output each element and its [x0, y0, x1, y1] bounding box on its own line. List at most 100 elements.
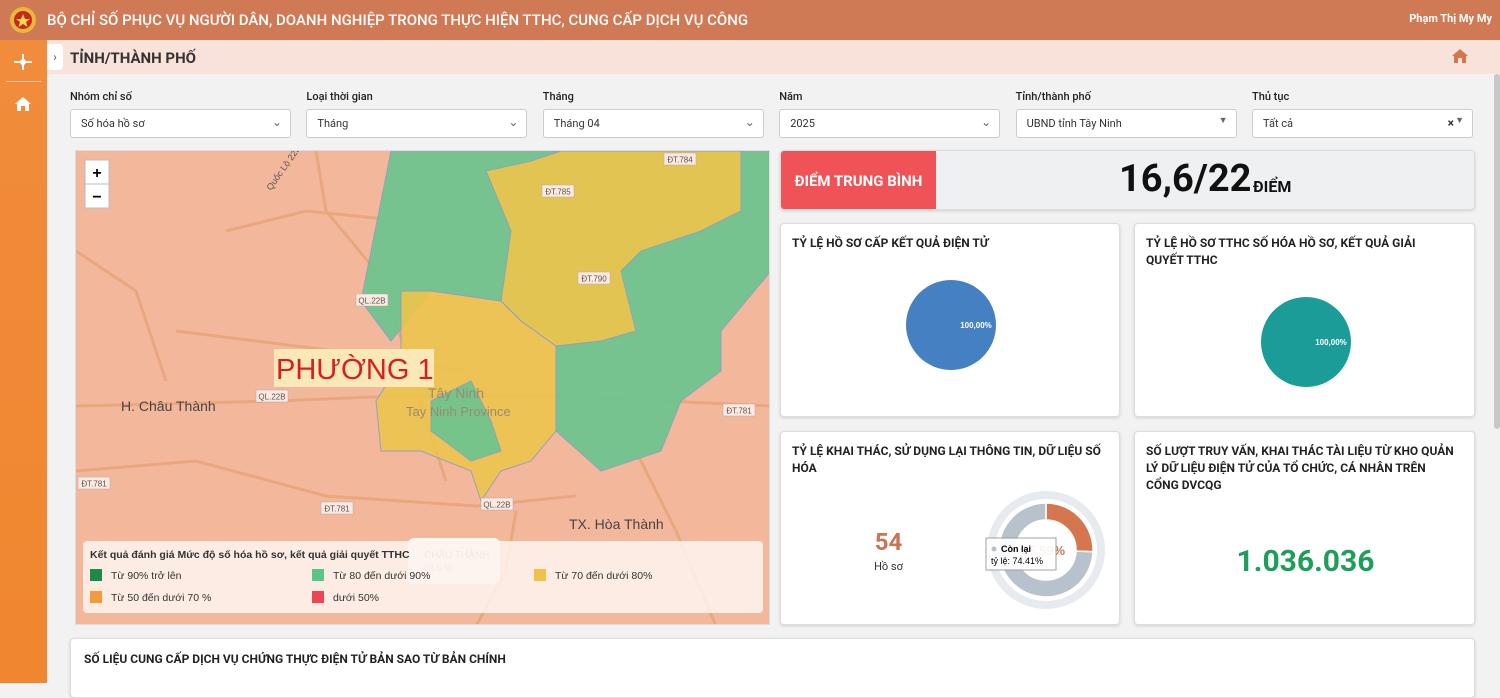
score-unit: ĐIỂM — [1253, 177, 1292, 196]
road-label: ĐT.784 — [667, 156, 693, 165]
legend-swatch — [534, 569, 546, 581]
caret: ⌄ — [508, 115, 519, 129]
road-badge — [663, 152, 697, 166]
clear[interactable]: × — [1447, 116, 1454, 130]
card-title: TỶ LỆ KHAI THÁC, SỬ DỤNG LẠI THÔNG TIN, … — [792, 444, 1101, 475]
road-badge — [577, 271, 611, 285]
road — [76, 249, 168, 382]
place-label: H. Châu Thành — [121, 398, 216, 414]
scrollbar[interactable] — [1494, 74, 1500, 429]
legend-label: Từ 50 đến dưới 70 % — [111, 592, 211, 604]
road-badge — [77, 476, 111, 490]
pie-slice — [1261, 297, 1351, 387]
emblem — [10, 7, 36, 33]
select-value: 2025 — [790, 117, 815, 130]
zoom-label: + — [92, 165, 101, 182]
card: TỶ LỆ KHAI THÁC, SỬ DỤNG LẠI THÔNG TIN, … — [780, 431, 1120, 625]
filter-label: Nhóm chỉ số — [70, 90, 132, 103]
road-label: ĐT.790 — [581, 275, 607, 284]
card-title: SỐ LƯỢT TRUY VẤN, KHAI THÁC TÀI LIỆU TỪ … — [1146, 444, 1454, 492]
score-card: ĐIỂM TRUNG BÌNH 16,6/22 ĐIỂM — [780, 150, 1475, 210]
select[interactable]: Tất cả ▼ × — [1252, 109, 1473, 138]
pie-slice — [906, 280, 996, 370]
zoom-label: − — [92, 189, 101, 206]
section: SỐ LIỆU CUNG CẤP DỊCH VỤ CHỨNG THỰC ĐIỆN… — [70, 638, 1475, 698]
legend-swatch — [312, 591, 324, 603]
zoom-button[interactable] — [84, 183, 110, 209]
caret: ⌄ — [271, 115, 282, 129]
tooltip-name: Còn lại — [1001, 544, 1031, 554]
menu-icon[interactable] — [12, 52, 34, 72]
caret: ▼ — [1218, 116, 1228, 126]
select[interactable]: Tháng 04 ⌄ — [542, 109, 764, 138]
legend-label: Từ 80 đến dưới 90% — [333, 570, 430, 582]
road-badge — [480, 497, 514, 511]
big-number: 1.036.036 — [1236, 544, 1375, 579]
pie: 100,00% — [1261, 297, 1351, 387]
select-value: Tất cả — [1263, 117, 1294, 130]
map: QL.22B ĐT.781 ĐT.781 ĐT.781 QL.22B QL.22B ĐT.7… — [75, 150, 770, 625]
select[interactable]: Số hóa hồ sơ ⌄ — [70, 109, 291, 138]
card-title: TỶ LỆ HỒ SƠ TTHC SỐ HÓA HỒ SƠ, KẾT QUẢ G… — [1146, 236, 1416, 267]
caret: ⌄ — [981, 115, 992, 129]
collapse-toggle[interactable]: › — [47, 44, 63, 70]
region — [430, 380, 502, 462]
road — [225, 209, 407, 233]
legend-label: dưới 50% — [333, 592, 379, 604]
road-label: QL.22B — [258, 393, 285, 402]
road-badge — [255, 389, 289, 403]
sidebar — [0, 40, 47, 683]
user-name[interactable]: Phạm Thị My My — [1409, 12, 1492, 25]
place-label: Tây Ninh — [428, 385, 484, 401]
breadcrumb: TỈNH/THÀNH PHỐ — [70, 49, 197, 67]
filter-label: Thủ tục — [1252, 90, 1290, 103]
highlight-label: PHƯỜNG 1 — [276, 353, 434, 386]
select[interactable]: Tháng ⌄ — [306, 109, 528, 138]
road-label: ĐT.785 — [545, 188, 571, 197]
select-value: UBND tỉnh Tây Ninh — [1026, 117, 1122, 130]
legend-swatch — [90, 591, 102, 603]
legend-swatch — [312, 569, 324, 581]
place-label: TX. Hòa Thành — [569, 516, 664, 532]
road-label: ĐT.781 — [81, 480, 107, 489]
divider — [6, 81, 41, 82]
road-badge — [320, 501, 354, 515]
score-label: ĐIỂM TRUNG BÌNH — [781, 151, 936, 209]
count: 54 — [874, 528, 903, 556]
pie: 100,00% — [906, 280, 996, 370]
card-title: TỶ LỆ HỒ SƠ CẤP KẾT QUẢ ĐIỆN TỬ — [792, 236, 989, 250]
legend-label: Từ 90% trở lên — [111, 570, 182, 582]
road-label: QL.22B — [358, 297, 385, 306]
filter-label: Loại thời gian — [306, 90, 373, 103]
legend-label: Từ 70 đến dưới 80% — [555, 570, 652, 582]
home-icon[interactable] — [14, 96, 32, 112]
count-label: Hồ sơ — [874, 560, 903, 573]
chart-tooltip — [985, 537, 1057, 571]
section-title: SỐ LIỆU CUNG CẤP DỊCH VỤ CHỨNG THỰC ĐIỆN… — [84, 652, 506, 666]
select-value: Tháng — [317, 117, 349, 130]
home-link[interactable] — [1451, 48, 1469, 64]
pie-label: 100,00% — [960, 321, 992, 330]
caret: ⌄ — [744, 115, 755, 129]
pie-label: 100,00% — [1315, 338, 1347, 347]
highlight-bg — [274, 349, 434, 387]
legend-swatch — [90, 569, 102, 581]
filter-label: Năm — [779, 90, 803, 103]
road-badge — [722, 403, 756, 417]
legend — [83, 541, 763, 613]
select-value: Số hóa hồ sơ — [81, 117, 145, 130]
road-label: QL.22B — [483, 501, 510, 510]
tooltip-text: tỷ lệ: 74.41% — [991, 556, 1043, 566]
breadcrumb-bar — [47, 40, 1500, 74]
card: TỶ LỆ HỒ SƠ TTHC SỐ HÓA HỒ SƠ, KẾT QUẢ G… — [1134, 223, 1475, 417]
select[interactable]: 2025 ⌄ — [779, 109, 1001, 138]
app-title: BỘ CHỈ SỐ PHỤC VỤ NGƯỜI DÂN, DOANH NGHIỆ… — [47, 11, 749, 29]
card: TỶ LỆ HỒ SƠ CẤP KẾT QUẢ ĐIỆN TỬ 100,00% — [780, 223, 1120, 417]
caret: ▼ — [1455, 116, 1464, 126]
select[interactable]: UBND tỉnh Tây Ninh ▼ — [1015, 109, 1237, 138]
road-badge — [355, 293, 389, 307]
top-bar — [0, 0, 1500, 40]
filter-label: Tỉnh/thành phố — [1015, 90, 1091, 103]
road-badge — [541, 184, 575, 198]
